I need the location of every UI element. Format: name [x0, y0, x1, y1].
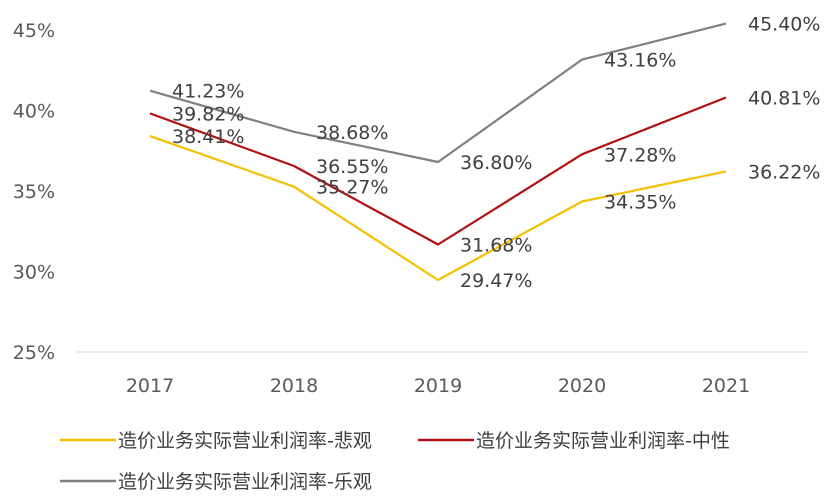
- y-tick-label: 35%: [13, 181, 55, 203]
- data-label: 35.27%: [316, 177, 388, 199]
- data-label: 36.22%: [748, 161, 820, 183]
- x-axis-ticks: 2017 2018 2019 2020 2021: [126, 375, 750, 397]
- data-label: 34.35%: [604, 191, 676, 213]
- series-line-2: [149, 96, 727, 246]
- data-label: 41.23%: [172, 81, 244, 103]
- data-label: 39.82%: [172, 103, 244, 125]
- series-line-1: [149, 135, 727, 282]
- legend-label: 造价业务实际营业利润率-悲观: [118, 430, 372, 452]
- series-line-3: [149, 22, 727, 164]
- data-label: 36.80%: [460, 152, 532, 174]
- data-label: 36.55%: [316, 156, 388, 178]
- data-label: 29.47%: [460, 270, 532, 292]
- data-label: 38.68%: [316, 122, 388, 144]
- x-tick-label: 2020: [558, 375, 606, 397]
- y-tick-label: 30%: [13, 262, 55, 284]
- x-tick-label: 2021: [702, 375, 750, 397]
- legend-label: 造价业务实际营业利润率-乐观: [118, 471, 372, 493]
- y-tick-label: 40%: [13, 101, 55, 123]
- data-label: 37.28%: [604, 144, 676, 166]
- data-label: 38.41%: [172, 126, 244, 148]
- y-tick-label: 25%: [13, 342, 55, 364]
- series-lines: [149, 22, 727, 282]
- data-labels: 38.41% 35.27% 29.47% 34.35% 36.22% 39.82% 36.5…: [172, 14, 820, 292]
- data-label: 45.40%: [748, 14, 820, 36]
- legend-label: 造价业务实际营业利润率-中性: [476, 430, 730, 452]
- data-label: 31.68%: [460, 234, 532, 256]
- y-axis-ticks: 25% 30% 35% 40% 45%: [13, 20, 55, 364]
- y-tick-label: 45%: [13, 20, 55, 42]
- x-tick-label: 2018: [270, 375, 318, 397]
- x-tick-label: 2019: [414, 375, 462, 397]
- data-label: 43.16%: [604, 50, 676, 72]
- data-label: 40.81%: [748, 87, 820, 109]
- legend: 造价业务实际营业利润率-悲观 造价业务实际营业利润率-中性造价业务实际营业利润率-…: [60, 430, 730, 493]
- x-tick-label: 2017: [126, 375, 174, 397]
